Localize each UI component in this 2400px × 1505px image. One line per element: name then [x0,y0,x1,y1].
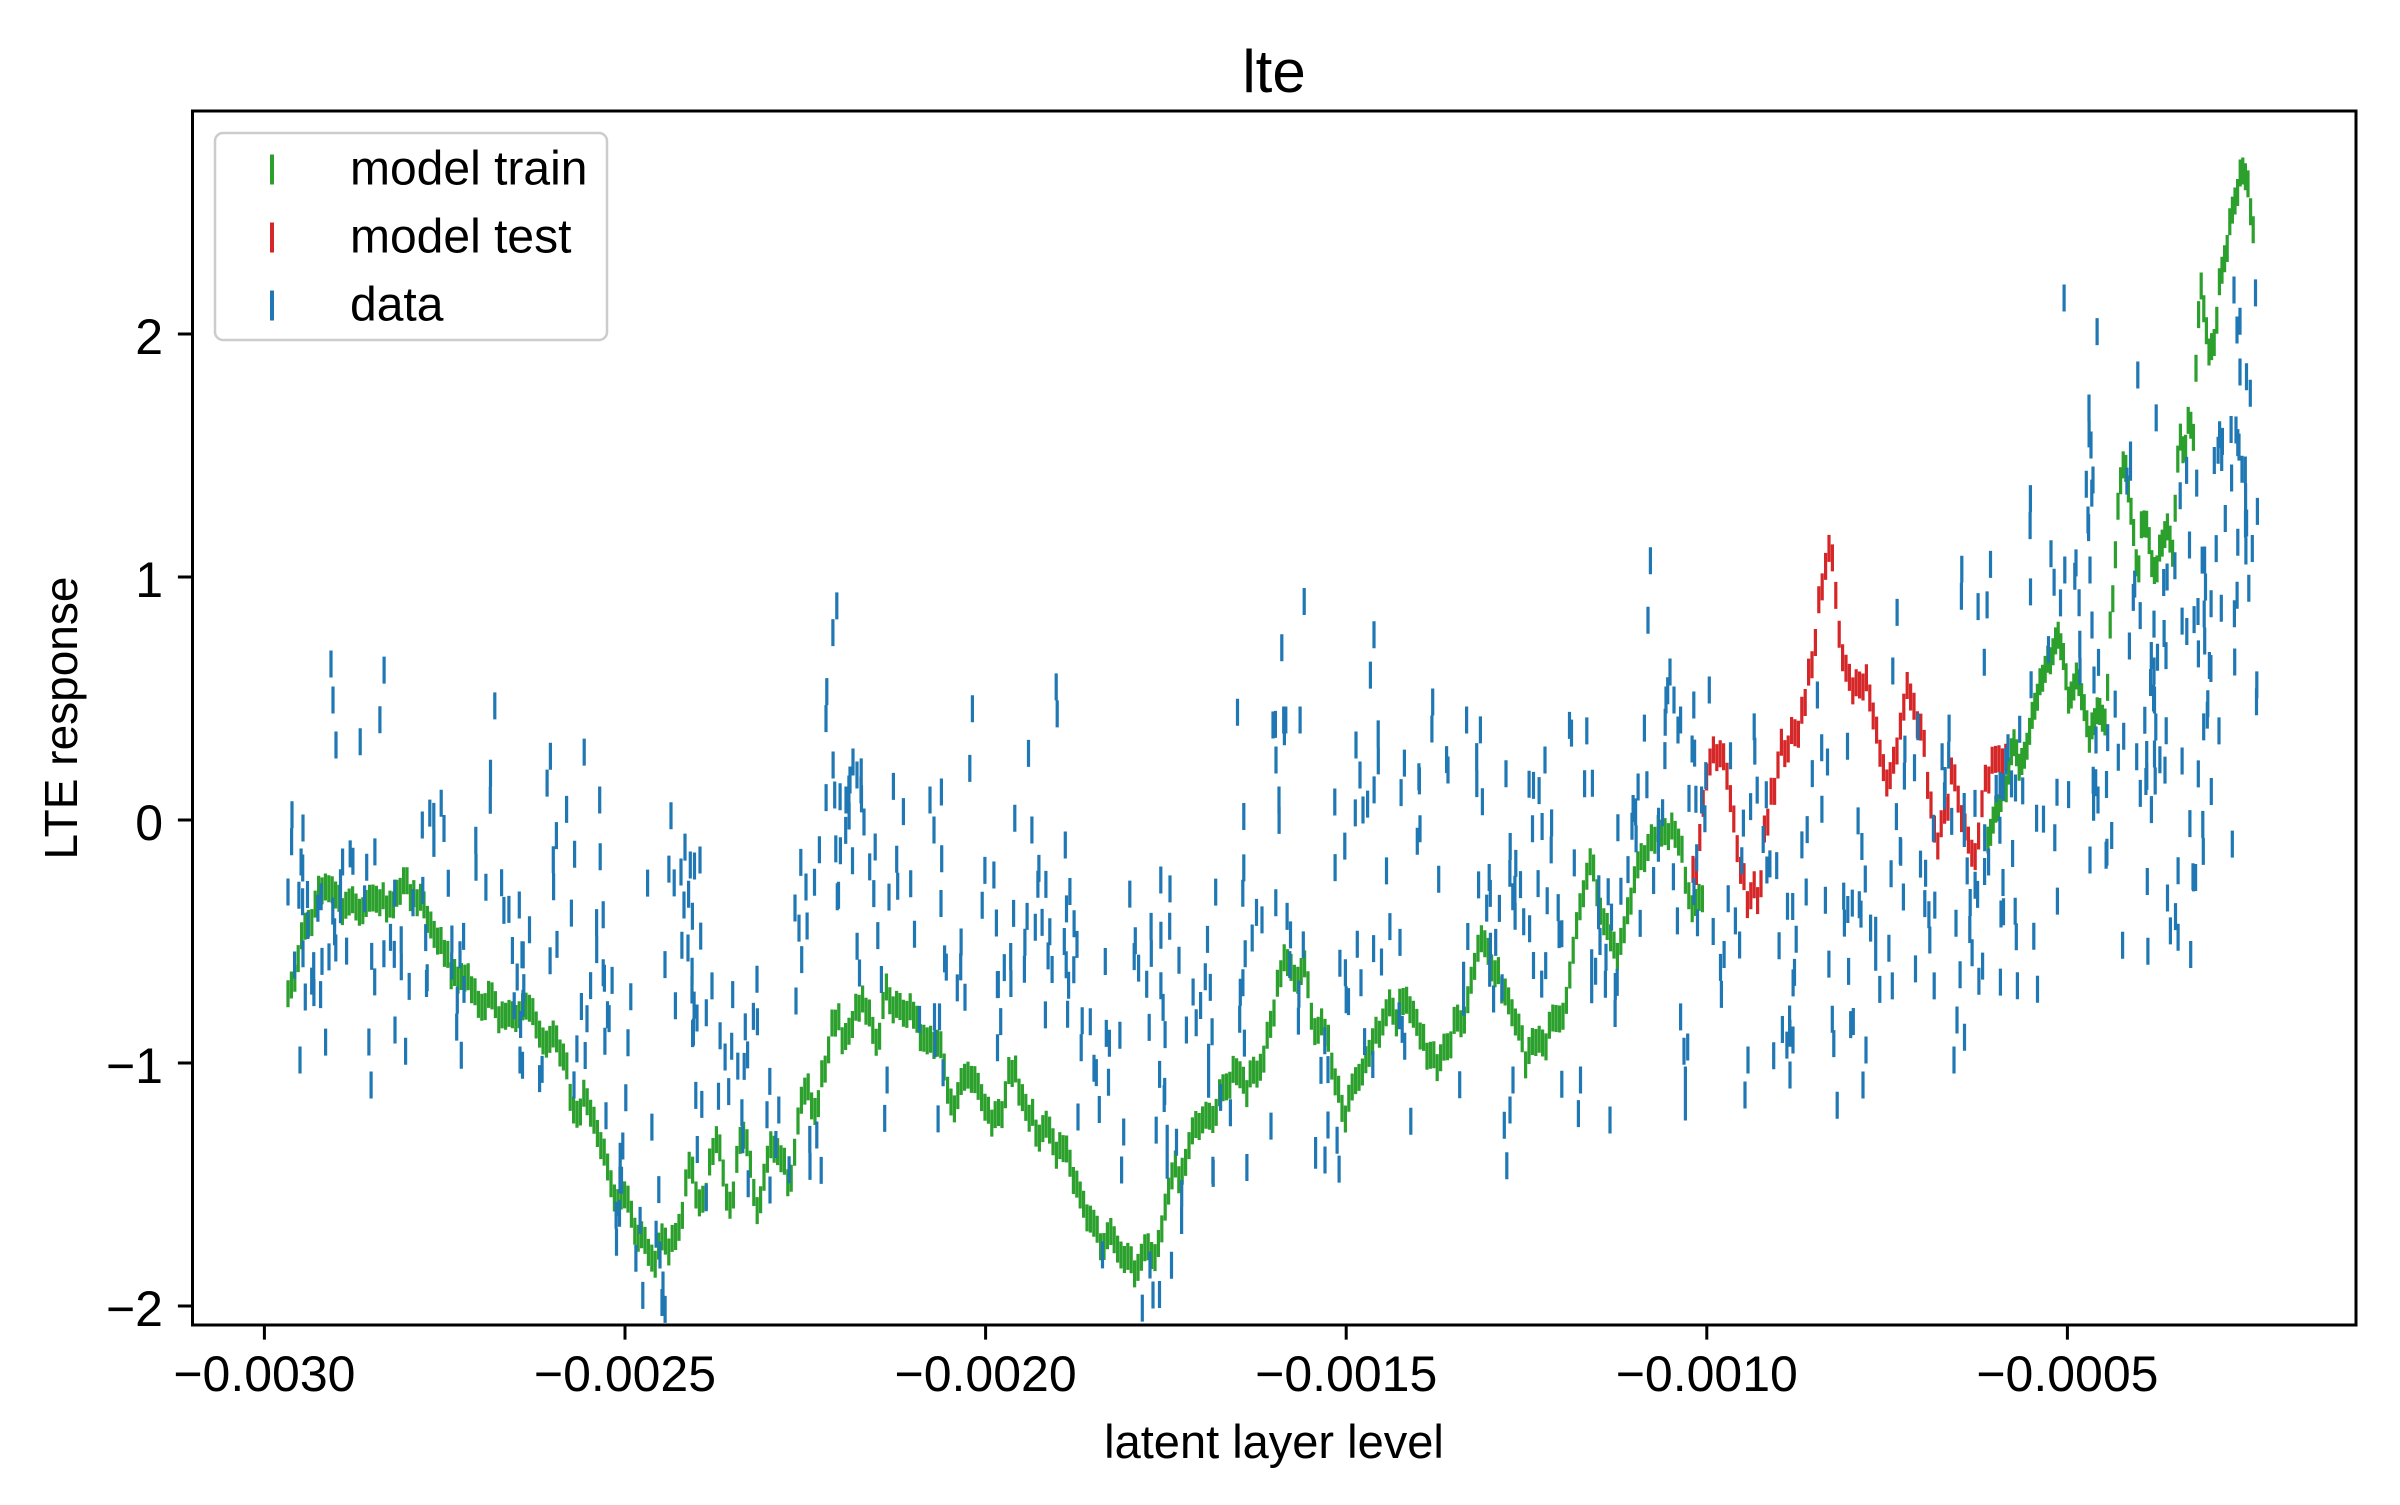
svg-text:latent layer level: latent layer level [1104,1415,1444,1468]
svg-text:−0.0020: −0.0020 [895,1346,1077,1402]
svg-text:1: 1 [135,552,163,608]
svg-text:model train: model train [350,143,587,196]
svg-text:−0.0015: −0.0015 [1255,1346,1437,1402]
svg-text:−1: −1 [106,1038,163,1094]
svg-text:lte: lte [1242,38,1305,105]
svg-text:−0.0005: −0.0005 [1976,1346,2158,1402]
svg-text:data: data [350,279,444,332]
svg-text:2: 2 [135,309,163,365]
svg-text:−0.0010: −0.0010 [1616,1346,1798,1402]
svg-text:model test: model test [350,211,571,264]
svg-text:LTE response: LTE response [35,577,87,860]
svg-text:−0.0030: −0.0030 [173,1346,355,1402]
svg-text:−2: −2 [106,1281,163,1337]
svg-text:−0.0025: −0.0025 [534,1346,716,1402]
svg-text:0: 0 [135,795,163,851]
